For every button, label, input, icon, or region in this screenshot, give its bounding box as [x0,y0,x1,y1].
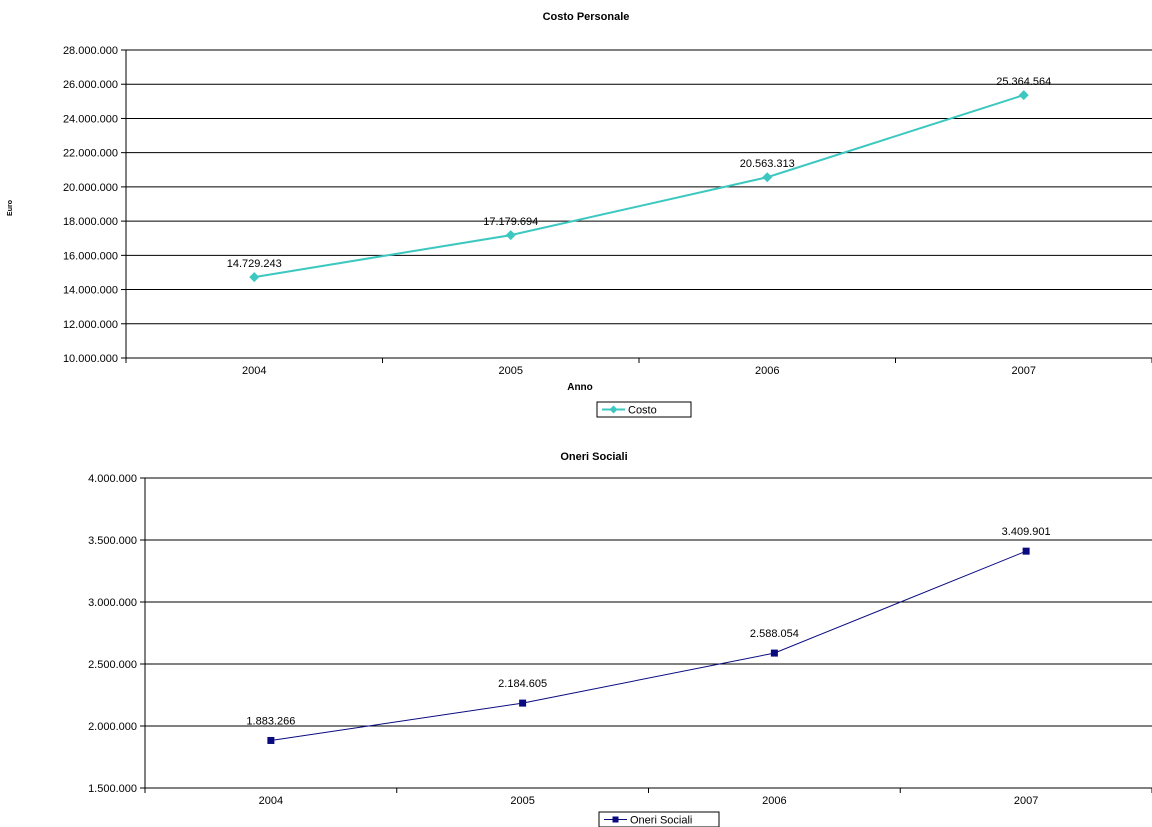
data-label: 20.563.313 [740,158,795,170]
legend: Oneri Sociali [598,811,720,827]
x-tick-label: 2004 [259,795,283,807]
y-tick-label: 2.000.000 [88,721,137,733]
legend-box [598,811,720,827]
data-point [249,272,260,283]
series-line [270,550,1027,741]
y-tick-label: 10.000.000 [63,353,118,365]
data-point [519,699,527,707]
data-point [505,230,516,241]
data-label: 3.409.901 [1002,526,1051,538]
data-label: 14.729.243 [227,258,282,270]
data-point [770,649,778,657]
chart-oneri-sociali: Oneri Sociali 1.500.000 2.000.000 2.500.00… [88,451,1152,827]
legend-marker [612,816,619,823]
data-label: 2.184.605 [498,678,547,690]
y-axis-title: Euro [7,200,14,216]
data-point [1022,547,1030,555]
x-tick-label: 2006 [755,365,779,377]
y-tick-label: 2.500.000 [88,659,137,671]
data-point [267,736,275,744]
chart-title: Costo Personale [543,11,630,23]
y-tick-label: 4.000.000 [88,473,137,485]
data-label: 17.179.694 [483,216,538,228]
chart-costo-personale: Costo Personale Anno Euro 10.000.000 12.0… [7,11,1152,418]
data-label: 25.364.564 [996,76,1051,88]
data-label: 2.588.054 [750,628,799,640]
data-point [762,172,773,183]
legend-box [596,401,692,418]
legend-marker [609,405,618,414]
x-tick-label: 2007 [1014,795,1038,807]
data-label: 1.883.266 [246,715,295,727]
legend: Costo [596,401,692,418]
y-tick-label: 22.000.000 [63,148,118,160]
y-tick-label: 20.000.000 [63,182,118,194]
x-tick-label: 2005 [499,365,523,377]
data-point [1018,90,1029,101]
y-tick-label: 1.500.000 [88,783,137,795]
y-tick-label: 28.000.000 [63,45,118,57]
legend-label: Costo [628,405,657,417]
y-tick-label: 16.000.000 [63,250,118,262]
y-tick-label: 3.500.000 [88,535,137,547]
y-tick-label: 18.000.000 [63,216,118,228]
y-tick-label: 24.000.000 [63,113,118,125]
chart-title: Oneri Sociali [560,451,627,463]
y-tick-label: 3.000.000 [88,597,137,609]
y-tick-label: 26.000.000 [63,79,118,91]
legend-label: Oneri Sociali [630,815,692,827]
y-tick-label: 12.000.000 [63,319,118,331]
x-tick-label: 2004 [242,365,266,377]
x-tick-label: 2005 [510,795,534,807]
x-axis-title: Anno [567,382,593,393]
x-tick-label: 2006 [762,795,786,807]
series-line [254,94,1025,279]
y-tick-label: 14.000.000 [63,285,118,297]
x-tick-label: 2007 [1012,365,1036,377]
